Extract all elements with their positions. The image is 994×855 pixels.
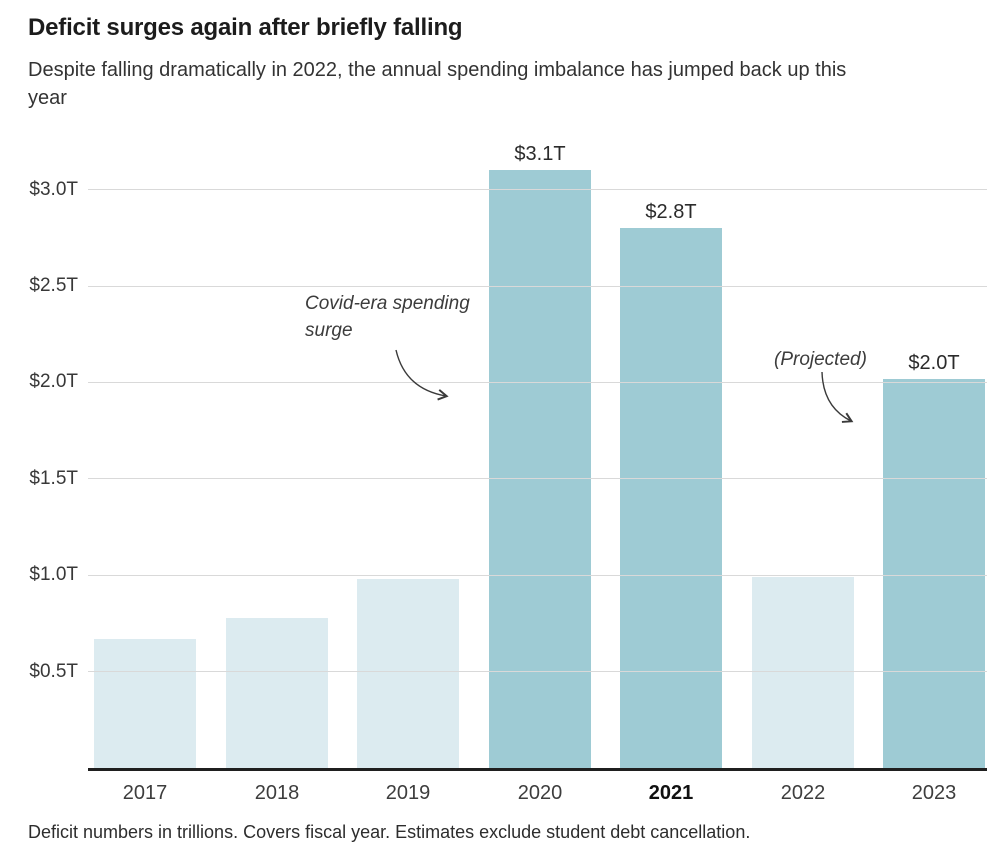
covid-arrow <box>395 349 449 401</box>
bar-2020 <box>489 170 591 768</box>
chart-subtitle: Despite falling dramatically in 2022, th… <box>28 59 847 109</box>
x-axis-line <box>88 768 987 771</box>
x-tick-label-2018: 2018 <box>254 782 300 804</box>
bar-2023 <box>883 379 985 768</box>
bar-2019 <box>357 579 459 768</box>
y-tick-label-$2.5T: $2.5T <box>29 275 78 296</box>
chart-title: Deficit surges again after briefly falli… <box>28 14 463 41</box>
gridline-$2.5T <box>88 285 987 287</box>
y-tick-label-$2.0T: $2.0T <box>29 371 78 393</box>
x-tick-label-2017: 2017 <box>122 782 168 804</box>
y-tick-label-$0.5T: $0.5T <box>29 660 78 682</box>
gridline-$1.5T <box>88 478 987 480</box>
y-tick-label-$1.0T: $1.0T <box>29 564 78 586</box>
gridline-$0.5T <box>88 671 987 673</box>
x-tick-label-2021: 2021 <box>648 782 694 804</box>
annotation-projected: (Projected) <box>774 346 867 373</box>
bar-2022 <box>752 577 854 768</box>
annotation-projected-text: (Projected) <box>774 349 867 370</box>
bar-value-label-2023: $2.0T <box>908 352 960 374</box>
y-tick-label-$3.0T: $3.0T <box>29 178 78 200</box>
bar-value-label-2020: $3.1T <box>514 143 566 165</box>
annotation-covid-surge: Covid-era spending surge <box>305 290 485 344</box>
x-tick-label-2020: 2020 <box>517 782 563 804</box>
gridline-$3.0T <box>88 189 987 191</box>
bar-2018 <box>226 618 328 768</box>
projected-arrow <box>821 371 854 423</box>
bar-value-label-2021: $2.8T <box>645 201 697 223</box>
annotation-covid-surge-text: Covid-era spending surge <box>305 293 470 341</box>
gridline-$1.0T <box>88 574 987 576</box>
chart-footnote: Deficit numbers in trillions. Covers fis… <box>28 822 751 842</box>
x-tick-label-2023: 2023 <box>911 782 957 804</box>
x-tick-label-2022: 2022 <box>780 782 826 804</box>
bar-chart: 2023 $2.0T 2022 2021 $2.8T 2020 $3.1T 2019 2018 2… <box>0 140 994 812</box>
y-tick-label-$1.5T: $1.5T <box>29 467 78 489</box>
gridline-$2.0T <box>88 381 987 383</box>
bar-2021 <box>620 228 722 768</box>
bar-2017 <box>94 639 196 768</box>
x-tick-label-2019: 2019 <box>385 782 431 804</box>
